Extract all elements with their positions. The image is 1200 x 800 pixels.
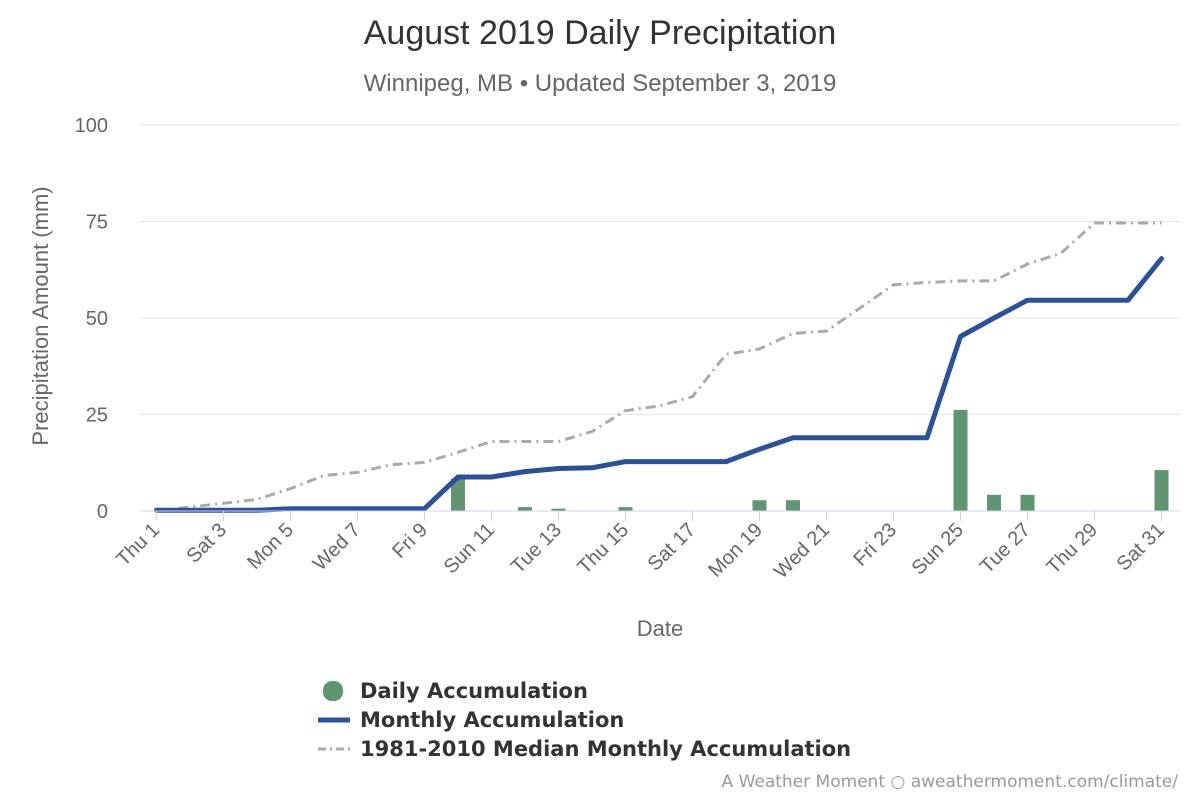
daily-bar[interactable] <box>987 494 1001 511</box>
daily-bar[interactable] <box>551 508 566 511</box>
x-tick-label: Tue 27 <box>976 519 1035 578</box>
x-tick-label: Sat 17 <box>644 519 700 575</box>
y-tick-label: 50 <box>86 308 108 330</box>
y-tick-label: 0 <box>97 501 108 523</box>
grid-lines <box>140 124 1180 415</box>
x-tick-label: Wed 7 <box>309 519 365 575</box>
y-axis-title: Precipitation Amount (mm) <box>28 186 53 445</box>
circle-icon <box>318 680 350 702</box>
daily-bar[interactable] <box>618 507 633 511</box>
daily-bar[interactable] <box>1154 470 1169 511</box>
legend-label: Monthly Accumulation <box>360 707 625 732</box>
daily-bar[interactable] <box>953 409 968 511</box>
solid-line-icon <box>318 709 350 731</box>
y-tick-label: 100 <box>75 115 108 137</box>
daily-bar[interactable] <box>752 500 767 511</box>
dash-dot-line-icon <box>318 738 350 760</box>
x-axis: Thu 1 Sat 3 Mon 5 Wed 7 Fri 9 Sun 11 Tue 13 Thu… <box>112 510 1180 583</box>
x-tick-label: Thu 29 <box>1042 519 1102 579</box>
legend-label: 1981-2010 Median Monthly Accumulation <box>360 736 852 761</box>
y-tick-labels: 0 25 50 75 100 <box>75 115 108 523</box>
daily-bar[interactable] <box>451 478 465 511</box>
x-tick-label: Sat 3 <box>182 519 231 568</box>
x-tick-label: Sat 31 <box>1113 519 1169 575</box>
x-tick-label: Mon 19 <box>704 519 767 582</box>
series-lines <box>154 221 1164 513</box>
chart-subtitle: Winnipeg, MB • Updated September 3, 2019 <box>363 70 837 97</box>
x-tick-label: Mon 5 <box>243 519 298 574</box>
x-tick-label: Wed 21 <box>770 519 834 583</box>
y-tick-label: 75 <box>86 212 108 234</box>
x-tick-label: Fri 23 <box>849 519 901 571</box>
x-tick-label: Fri 9 <box>388 519 432 563</box>
legend-label: Daily Accumulation <box>360 678 588 703</box>
daily-bars <box>451 409 1169 511</box>
daily-bar[interactable] <box>786 500 800 511</box>
chart-title: August 2019 Daily Precipitation <box>363 14 837 52</box>
x-tick-label: Thu 15 <box>573 519 633 579</box>
daily-bar[interactable] <box>1020 494 1035 511</box>
y-tick-label: 25 <box>86 405 108 427</box>
x-tick-label: Thu 1 <box>112 519 164 571</box>
legend-item-monthly[interactable]: Monthly Accumulation <box>318 705 851 734</box>
credit-link[interactable]: A Weather Moment ○ aweathermoment.com/cl… <box>721 772 1178 792</box>
legend: Daily Accumulation Monthly Accumulation … <box>318 676 851 763</box>
monthly-accumulation-line[interactable] <box>154 256 1164 513</box>
legend-item-median[interactable]: 1981-2010 Median Monthly Accumulation <box>318 734 851 763</box>
daily-bar[interactable] <box>518 507 532 511</box>
x-tick-label: Sun 11 <box>440 519 499 578</box>
x-tick-label: Tue 13 <box>507 519 566 578</box>
legend-item-daily[interactable]: Daily Accumulation <box>318 676 851 705</box>
x-axis-title: Date <box>637 616 683 641</box>
x-tick-label: Sun 25 <box>908 519 968 579</box>
median-accumulation-line[interactable] <box>156 221 1162 513</box>
